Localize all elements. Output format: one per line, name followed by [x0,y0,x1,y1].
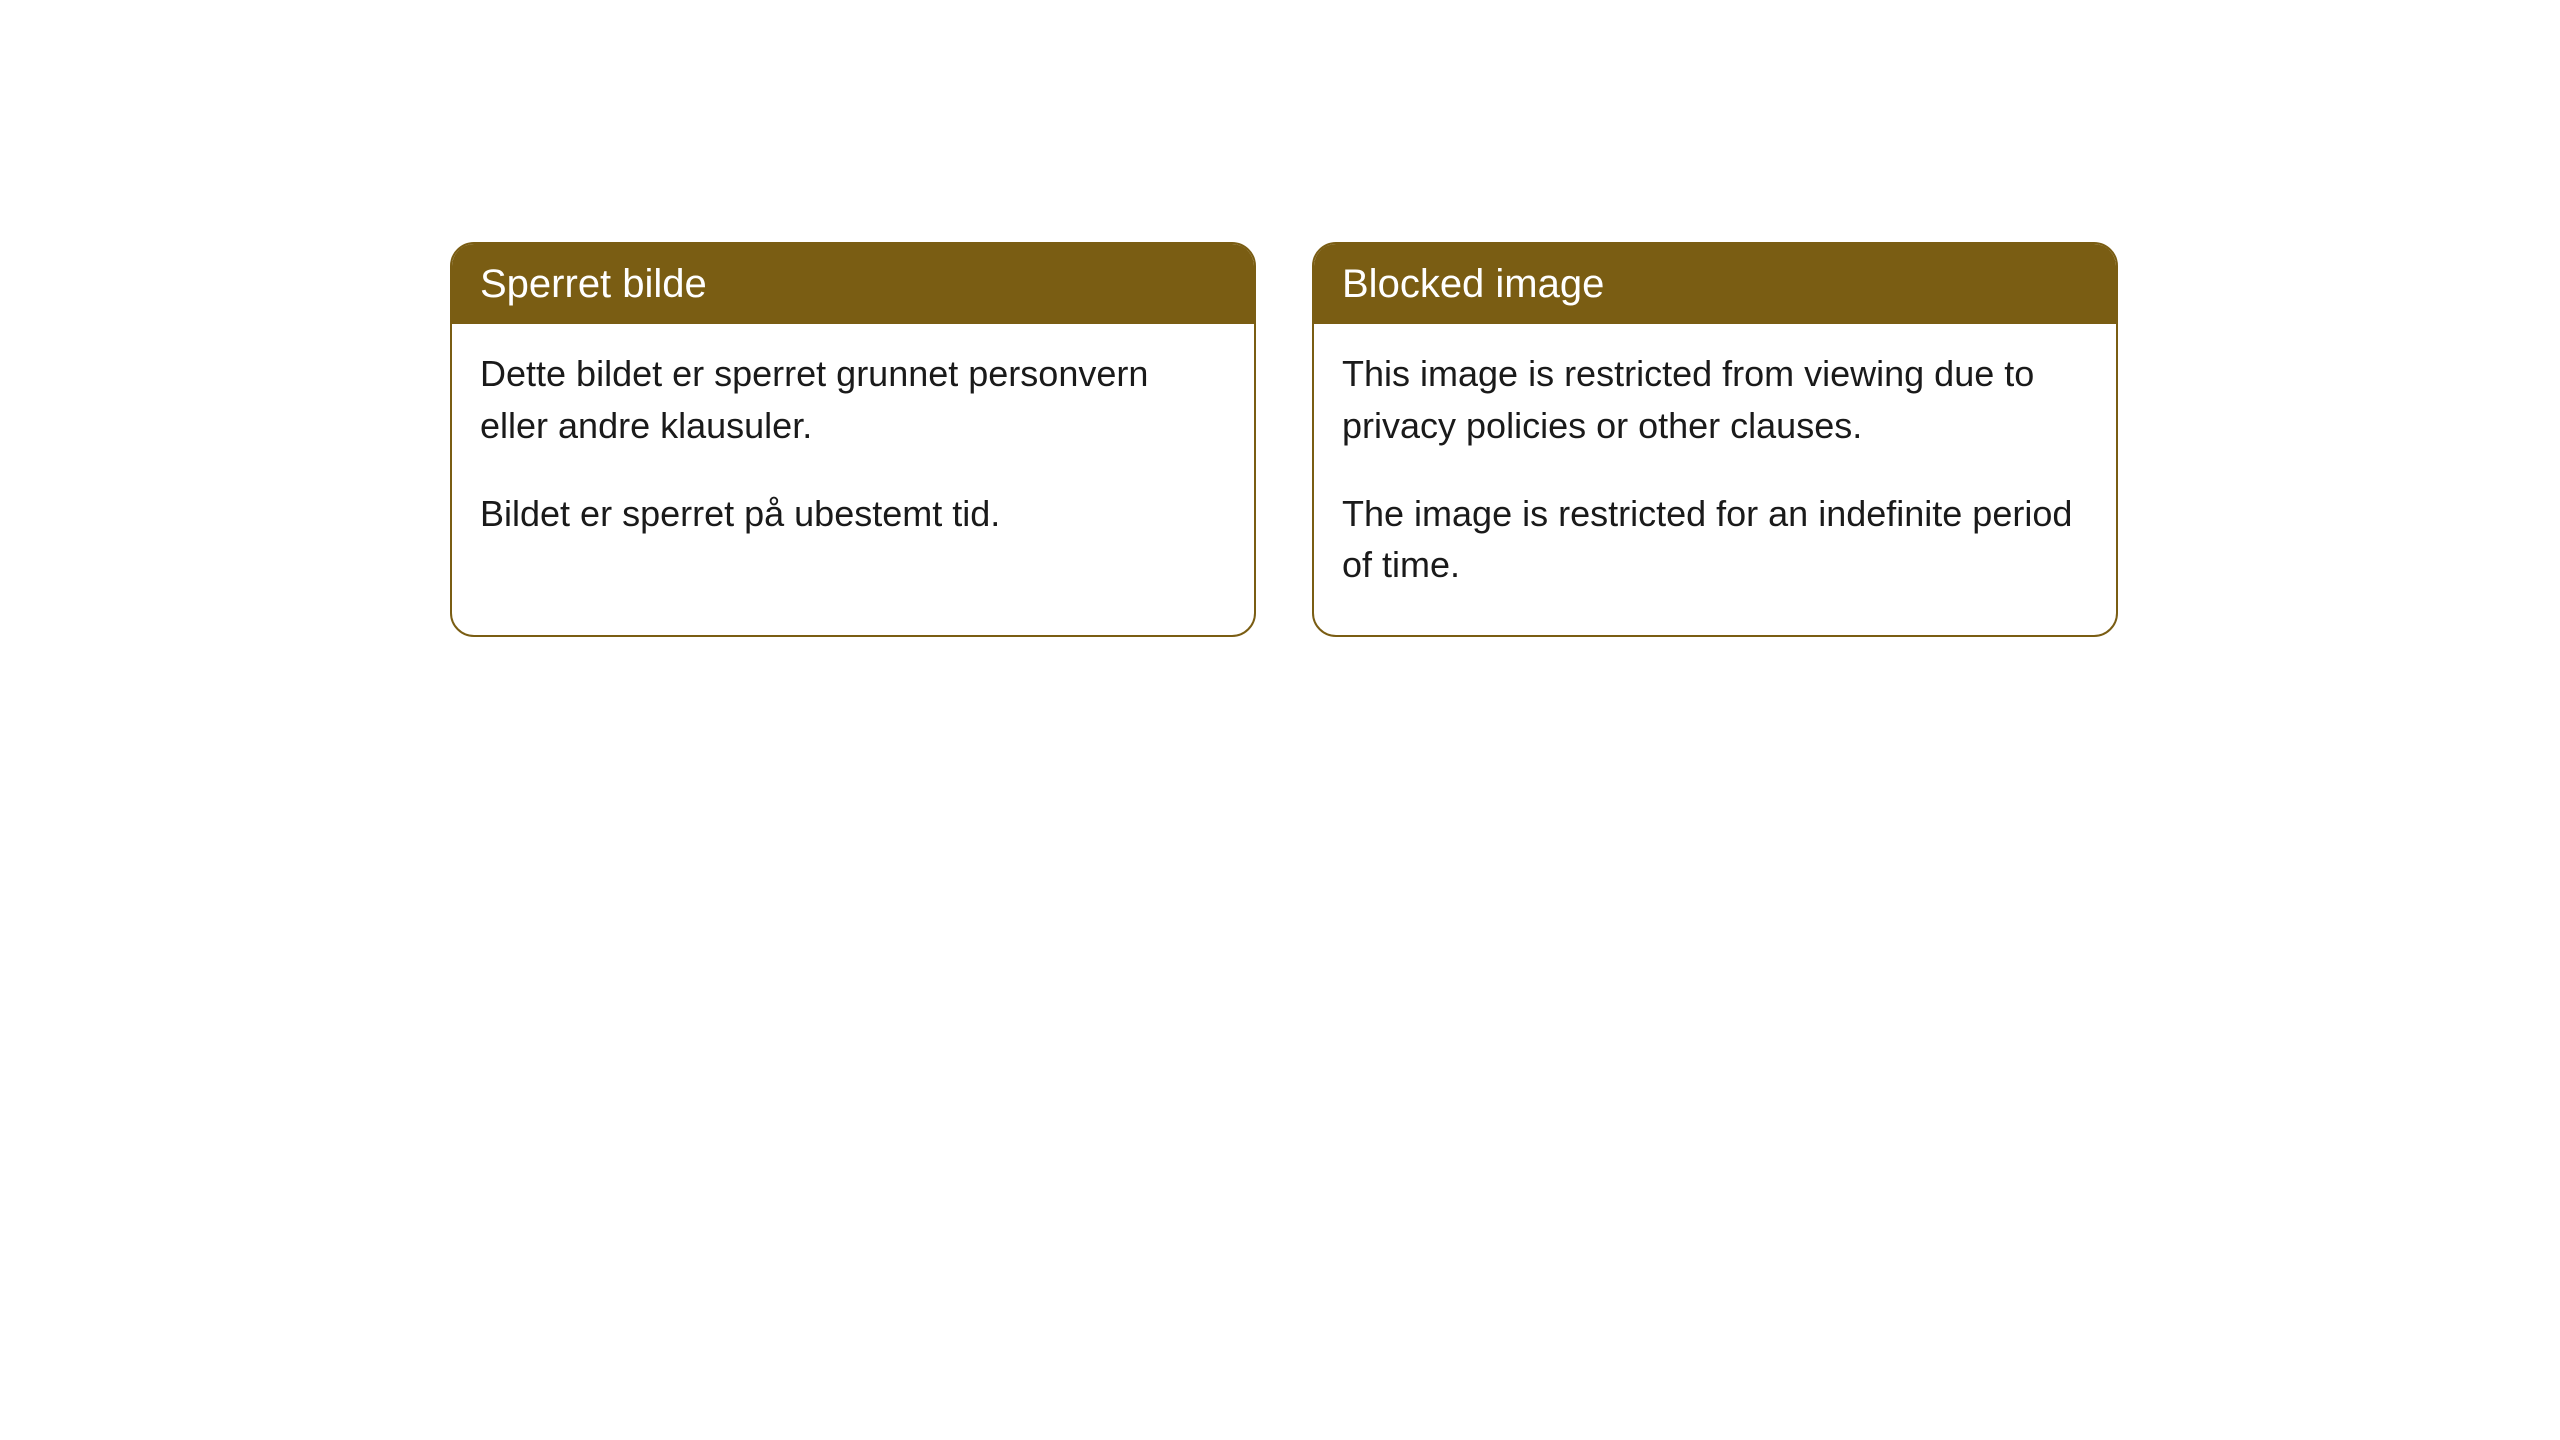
card-header: Sperret bilde [452,244,1254,324]
card-paragraph: Bildet er sperret på ubestemt tid. [480,488,1226,540]
card-body: This image is restricted from viewing du… [1314,324,2116,635]
card-paragraph: The image is restricted for an indefinit… [1342,488,2088,592]
card-body: Dette bildet er sperret grunnet personve… [452,324,1254,583]
notice-card-english: Blocked image This image is restricted f… [1312,242,2118,637]
card-paragraph: This image is restricted from viewing du… [1342,348,2088,452]
card-paragraph: Dette bildet er sperret grunnet personve… [480,348,1226,452]
notice-card-norwegian: Sperret bilde Dette bildet er sperret gr… [450,242,1256,637]
card-header: Blocked image [1314,244,2116,324]
notice-cards-container: Sperret bilde Dette bildet er sperret gr… [0,0,2560,637]
